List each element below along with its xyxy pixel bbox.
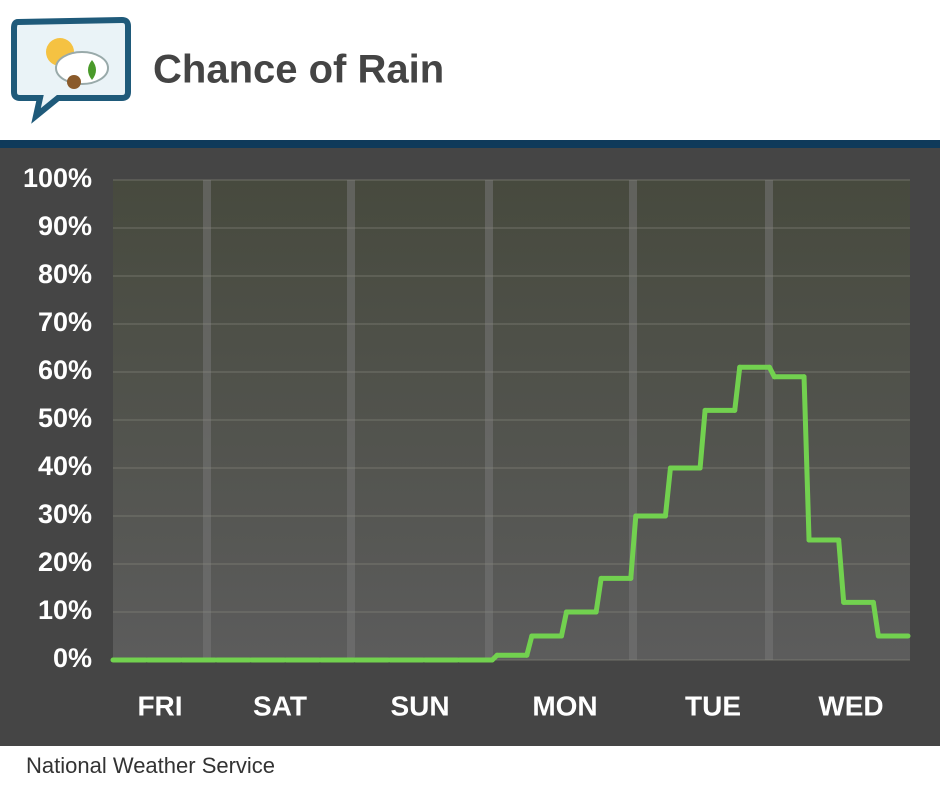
y-tick-label: 50% bbox=[38, 403, 92, 433]
header-bg bbox=[0, 0, 940, 140]
step-riser bbox=[593, 575, 604, 615]
y-tick-label: 40% bbox=[38, 451, 92, 481]
x-tick-label: SUN bbox=[390, 690, 449, 721]
step-riser bbox=[662, 465, 673, 519]
x-tick-label: TUE bbox=[685, 690, 741, 721]
y-tick-label: 100% bbox=[23, 163, 92, 193]
step-riser bbox=[836, 537, 847, 605]
x-tick-label: FRI bbox=[137, 690, 182, 721]
step-riser bbox=[697, 407, 708, 471]
chart-title: Chance of Rain bbox=[153, 48, 444, 92]
y-tick-label: 30% bbox=[38, 499, 92, 529]
step-riser bbox=[870, 599, 881, 639]
y-tick-label: 10% bbox=[38, 595, 92, 625]
logo bbox=[11, 16, 131, 124]
y-tick-label: 90% bbox=[38, 211, 92, 241]
source: National Weather Service bbox=[26, 753, 275, 778]
y-tick-label: 60% bbox=[38, 355, 92, 385]
step-riser bbox=[558, 609, 569, 639]
y-tick-label: 70% bbox=[38, 307, 92, 337]
x-tick-label: WED bbox=[818, 690, 883, 721]
y-tick-label: 80% bbox=[38, 259, 92, 289]
step-riser bbox=[524, 633, 535, 658]
step-riser bbox=[628, 513, 639, 581]
y-tick-label: 20% bbox=[38, 547, 92, 577]
x-tick-label: MON bbox=[532, 690, 597, 721]
x-tick-label: SAT bbox=[253, 690, 307, 721]
step-riser bbox=[732, 364, 743, 413]
y-tick-label: 0% bbox=[53, 643, 92, 673]
step-riser bbox=[801, 374, 812, 543]
header-rule bbox=[0, 140, 940, 148]
